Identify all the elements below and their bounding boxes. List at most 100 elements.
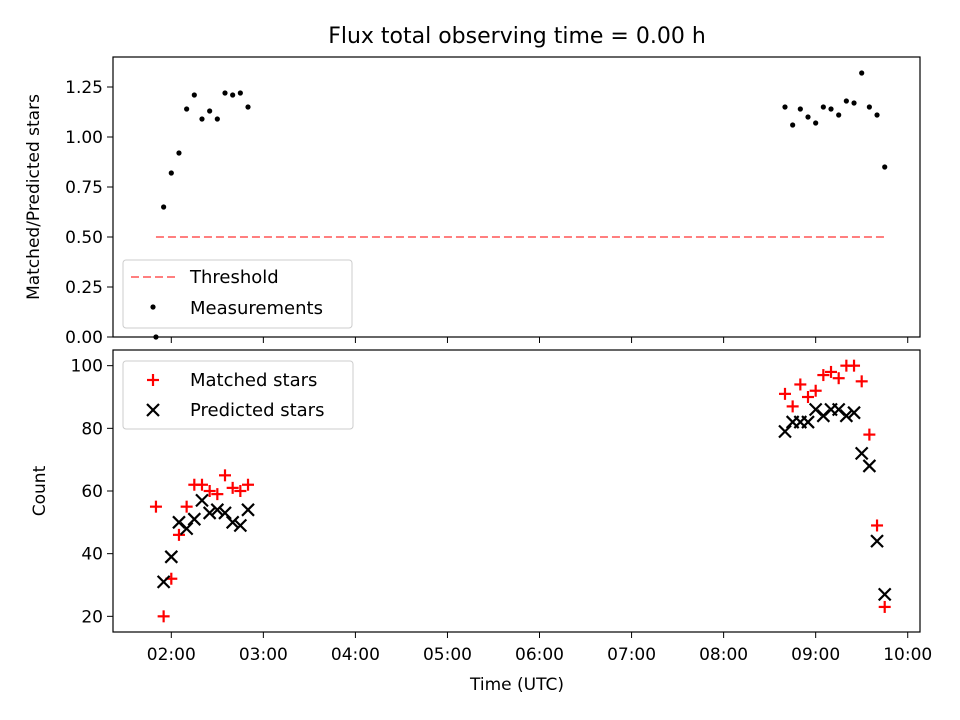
measurement-point (859, 70, 865, 76)
measurements-legend-swatch (150, 304, 156, 310)
x-tick-label: 05:00 (423, 645, 472, 665)
matched-star-point (817, 369, 830, 382)
matched-star-point (871, 519, 884, 532)
predicted-star-point (210, 503, 225, 517)
predicted-star-point (847, 405, 861, 420)
measurement-point (843, 98, 849, 104)
measurement-point (828, 106, 834, 112)
matched-star-point (825, 365, 838, 378)
measurement-point (184, 106, 190, 112)
threshold-legend-label: Threshold (189, 267, 279, 288)
ratio-y-tick-label: 0.25 (65, 278, 103, 298)
measurement-point (805, 114, 811, 120)
ratio-legend: Threshold Measurements (122, 259, 353, 329)
predicted-star-point (225, 515, 240, 530)
count-y-tick-label: 40 (81, 545, 103, 565)
measurement-point (797, 106, 803, 112)
x-tick-label: 08:00 (699, 645, 748, 665)
measurement-point (207, 108, 213, 114)
x-tick-label: 09:00 (791, 645, 840, 665)
x-tick-label: 07:00 (607, 645, 656, 665)
ratio-y-tick-label: 0.50 (65, 228, 103, 248)
predicted-star-point (778, 424, 792, 439)
count-legend-box (122, 360, 354, 430)
count-y-axis-label: Count (30, 465, 50, 516)
measurement-point (813, 120, 819, 126)
measurement-point (237, 90, 243, 96)
matched-star-point (157, 610, 170, 623)
predicted-star-point (870, 534, 884, 548)
predicted-star-point (839, 409, 854, 423)
measurement-point (874, 112, 880, 118)
matched-star-point (242, 478, 255, 491)
ratio-plot: 0.00 0.25 0.50 0.75 1.00 1.25 Matched/Predict… (24, 56, 921, 348)
measurement-point (790, 122, 796, 128)
ratio-y-tick-label: 0.75 (65, 178, 103, 198)
ratio-y-tick-label: 0.00 (65, 328, 103, 348)
matched-star-point (802, 391, 815, 403)
predicted-star-point (862, 459, 877, 473)
predicted-star-point (164, 550, 179, 564)
predicted-star-point (233, 518, 248, 533)
ratio-plot-frame (112, 56, 921, 338)
matched-star-point (211, 488, 224, 501)
matched-star-point (203, 485, 216, 497)
x-axis-label: Time (UTC) (469, 675, 564, 695)
matched-star-point (786, 400, 799, 413)
predicted-star-point (854, 446, 869, 461)
ratio-y-tick-label: 1.25 (65, 78, 103, 98)
count-plot: 20 40 60 80 100 02:00 03:00 04:00 05:00 06:00 07:0… (30, 349, 932, 695)
predicted-star-point (202, 506, 217, 520)
predicted-stars-legend-swatch (146, 403, 160, 417)
measurement-point (782, 104, 788, 110)
matched-star-point (149, 500, 162, 513)
ratio-legend-box (122, 259, 353, 329)
matched-star-point (778, 387, 791, 400)
predicted-star-point (877, 587, 892, 602)
count-plot-frame (112, 349, 921, 633)
count-y-tick-label: 20 (81, 607, 103, 627)
x-tick-label: 06:00 (515, 645, 564, 665)
measurement-point (222, 90, 228, 96)
count-y-tick-label: 80 (81, 419, 103, 439)
measurement-point (245, 104, 251, 110)
predicted-star-point (179, 521, 194, 536)
measurement-point (161, 204, 167, 210)
predicted-stars-legend-label: Predicted stars (190, 400, 324, 421)
x-tick-label: 04:00 (331, 645, 380, 665)
matched-star-point (180, 500, 193, 513)
measurement-point (882, 164, 888, 170)
matched-star-point (848, 359, 861, 372)
measurement-point (214, 116, 220, 122)
measurement-point (820, 104, 826, 110)
predicted-star-point (241, 503, 255, 517)
matched-stars-legend-label: Matched stars (190, 370, 317, 391)
x-tick-label: 03:00 (239, 645, 288, 665)
matched-star-point (195, 478, 208, 491)
measurement-point (866, 104, 872, 110)
ratio-plot-marks: 0.00 0.25 0.50 0.75 1.00 1.25 (65, 70, 909, 348)
measurement-point (199, 116, 205, 122)
matched-star-point (855, 375, 868, 388)
matched-star-point (863, 428, 876, 441)
predicted-star-point (187, 512, 202, 526)
ratio-y-tick-label: 1.00 (65, 128, 103, 148)
ratio-y-axis-label: Matched/Predicted stars (24, 94, 44, 300)
matched-star-point (809, 384, 822, 397)
measurement-point (230, 92, 236, 98)
measurement-point (191, 92, 197, 98)
matched-star-point (794, 378, 807, 391)
predicted-star-point (156, 575, 171, 589)
predicted-star-point (801, 415, 815, 429)
matched-star-point (172, 528, 185, 541)
count-y-tick-label: 60 (81, 482, 103, 502)
matched-star-point (878, 600, 891, 613)
matched-star-point (226, 481, 239, 494)
x-tick-label: 10:00 (883, 645, 932, 665)
measurement-point (851, 100, 857, 106)
x-tick-label: 02:00 (147, 645, 196, 665)
chart-title: Flux total observing time = 0.00 h (328, 24, 706, 49)
predicted-star-point (195, 493, 209, 508)
matched-star-point (832, 372, 845, 385)
